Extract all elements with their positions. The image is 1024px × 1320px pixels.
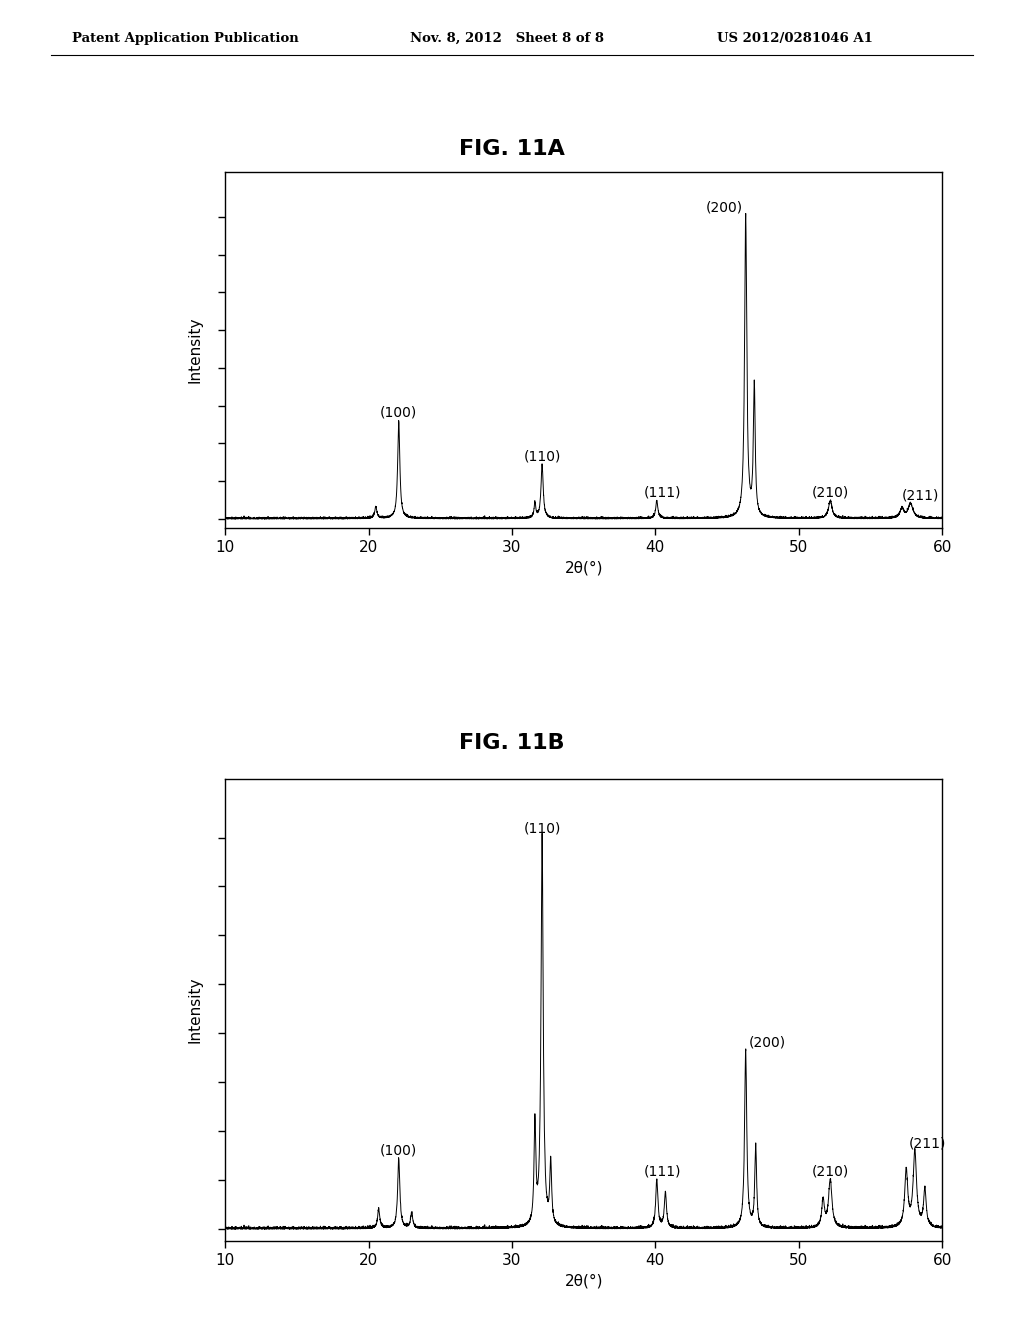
Text: (200): (200)	[706, 201, 742, 215]
Text: (200): (200)	[749, 1036, 785, 1049]
Text: (210): (210)	[812, 486, 849, 499]
Text: Nov. 8, 2012   Sheet 8 of 8: Nov. 8, 2012 Sheet 8 of 8	[410, 32, 603, 45]
Text: (100): (100)	[380, 1143, 418, 1158]
Text: (211): (211)	[902, 488, 939, 503]
Text: Patent Application Publication: Patent Application Publication	[72, 32, 298, 45]
Text: (110): (110)	[523, 821, 561, 836]
Text: (100): (100)	[380, 405, 418, 420]
Text: (211): (211)	[909, 1137, 946, 1151]
Text: FIG. 11B: FIG. 11B	[459, 733, 565, 752]
Text: US 2012/0281046 A1: US 2012/0281046 A1	[717, 32, 872, 45]
Text: (111): (111)	[644, 486, 681, 499]
X-axis label: 2θ(°): 2θ(°)	[564, 561, 603, 576]
X-axis label: 2θ(°): 2θ(°)	[564, 1274, 603, 1288]
Text: (210): (210)	[812, 1164, 849, 1179]
Text: FIG. 11A: FIG. 11A	[459, 139, 565, 158]
Text: (111): (111)	[644, 1164, 681, 1179]
Y-axis label: Intensity: Intensity	[187, 317, 203, 383]
Y-axis label: Intensity: Intensity	[187, 977, 203, 1043]
Text: (110): (110)	[523, 449, 561, 463]
